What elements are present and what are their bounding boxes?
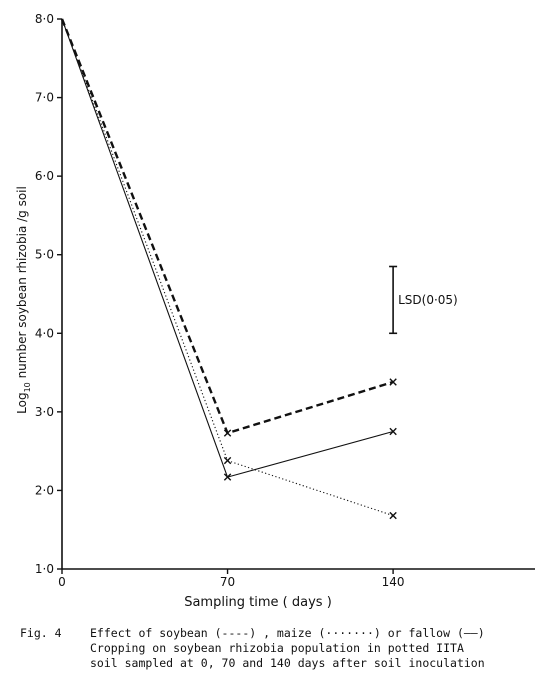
series-line-dotted: [61, 18, 394, 517]
data-point-solid: [223, 473, 232, 481]
x-tick-label: 0: [58, 575, 66, 589]
lsd-label: LSD(0·05): [398, 293, 458, 307]
y-tick-group: 1·0 2·0 3·0 4·0 5·0 6·0 7·0 8·0: [35, 12, 62, 576]
y-tick-label: 8·0: [35, 12, 54, 26]
x-axis-label: Sampling time ( days ): [184, 595, 332, 610]
data-point-dotted: [223, 456, 232, 465]
y-tick-label: 1·0: [35, 562, 54, 576]
series-layer: [60, 18, 397, 520]
series-line-solid: [61, 18, 394, 478]
figure-caption: Fig. 4 Effect of soybean (----) , maize …: [20, 626, 550, 671]
data-point-dotted: [389, 511, 397, 520]
y-tick-label: 6·0: [35, 169, 54, 183]
data-point-solid: [389, 427, 397, 436]
y-axis-label: Log10 number soybean rhizobia /g soil: [15, 186, 32, 414]
y-tick-label: 5·0: [35, 248, 54, 262]
data-point-dashed: [389, 378, 397, 386]
x-tick-label: 70: [220, 575, 235, 589]
caption-line-3: soil sampled at 0, 70 and 140 days after…: [90, 656, 485, 670]
caption-line-1: Effect of soybean (----) , maize (······…: [90, 626, 485, 640]
caption-line-2: Cropping on soybean rhizobia population …: [90, 641, 464, 655]
data-point-dashed: [223, 429, 232, 437]
lsd-bar: LSD(0·05): [389, 265, 458, 335]
y-tick-label: 2·0: [35, 483, 54, 497]
x-tick-label: 140: [382, 575, 405, 589]
series-line-dashed: [60, 18, 394, 435]
figure-number: Fig. 4: [20, 626, 62, 640]
y-tick-label: 3·0: [35, 405, 54, 419]
plot-area: [61, 19, 535, 570]
x-tick-group: 0 70 140: [58, 569, 405, 589]
y-tick-label: 7·0: [35, 91, 54, 105]
y-tick-label: 4·0: [35, 326, 54, 340]
